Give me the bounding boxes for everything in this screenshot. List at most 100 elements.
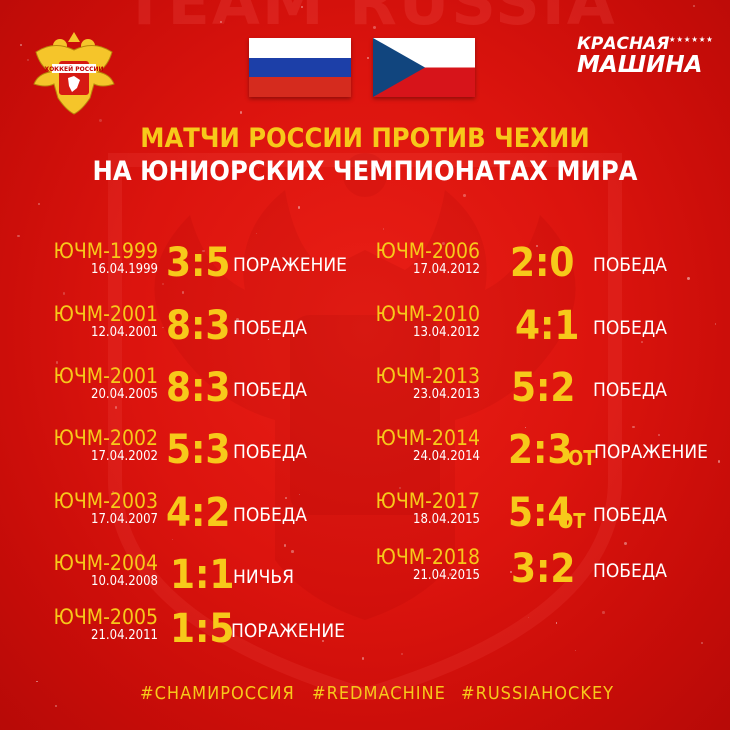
match-result: ПОБЕДА — [593, 560, 667, 582]
hashtag-russiahockey[interactable]: #RUSSIAHOCKEY — [461, 683, 615, 704]
match-date: 21.04.2015 — [413, 568, 480, 583]
snow-particle — [54, 705, 57, 708]
match-name: ЮЧМ-2010 — [375, 302, 480, 326]
snow-particle — [701, 642, 704, 645]
match-row: ЮЧМ-2018 21.04.2015 3:2 ПОБЕДА — [345, 546, 715, 594]
snow-particle — [382, 228, 385, 230]
match-score: 3:2 — [511, 546, 576, 592]
snow-particle — [441, 241, 446, 246]
match-label: ЮЧМ-1999 16.04.1999 — [0, 240, 158, 280]
match-name: ЮЧМ-2002 — [53, 426, 158, 450]
snow-particle — [267, 338, 269, 340]
hashtag-redmachine[interactable]: #REDMACHINE — [312, 683, 446, 704]
snow-particle — [632, 425, 635, 429]
match-overtime-marker: ОТ — [558, 509, 586, 533]
match-name: ЮЧМ-2006 — [375, 239, 480, 263]
match-row: ЮЧМ-2006 17.04.2012 2:0 ПОБЕДА — [345, 240, 715, 288]
hashtag-snamirossiya[interactable]: #СНАМИРОССИЯ — [140, 683, 295, 704]
snow-particle — [111, 490, 115, 494]
match-result: ПОРАЖЕНИЕ — [594, 441, 708, 463]
match-label: ЮЧМ-2017 18.04.2015 — [345, 490, 480, 530]
match-result: ПОБЕДА — [233, 317, 307, 339]
flag-russia-stripe-red — [249, 77, 351, 97]
match-date: 12.04.2001 — [91, 325, 158, 340]
match-result: ПОБЕДА — [233, 379, 307, 401]
match-date: 21.04.2011 — [91, 628, 158, 643]
watermark-team-russia: TEAM RUSSIA — [123, 0, 617, 39]
snow-particle — [114, 406, 118, 409]
snow-particle — [283, 544, 287, 547]
match-row: ЮЧМ-2003 17.04.2007 4:2 ПОБЕДА — [0, 490, 370, 538]
match-date: 18.04.2015 — [413, 512, 480, 527]
match-score: 5:4 — [508, 490, 573, 536]
snow-particle — [273, 391, 276, 394]
match-label: ЮЧМ-2018 21.04.2015 — [345, 546, 480, 586]
match-date: 17.04.2002 — [91, 449, 158, 464]
match-result: ПОБЕДА — [593, 379, 667, 401]
snow-particle — [202, 250, 205, 253]
match-label: ЮЧМ-2014 24.04.2014 — [345, 427, 480, 467]
match-score: 3:5 — [166, 240, 231, 286]
title-line1: МАТЧИ РОССИИ ПРОТИВ ЧЕХИИ — [140, 123, 590, 154]
snow-particle — [509, 570, 512, 574]
match-result: ПОБЕДА — [233, 504, 307, 526]
snow-particle — [463, 194, 467, 198]
match-label: ЮЧМ-2005 21.04.2011 — [0, 606, 158, 646]
snow-particle — [239, 111, 242, 114]
match-row: ЮЧМ-2001 12.04.2001 8:3 ПОБЕДА — [0, 303, 370, 351]
snow-particle — [129, 249, 133, 253]
match-date: 23.04.2013 — [413, 387, 480, 402]
match-name: ЮЧМ-2003 — [53, 489, 158, 513]
snow-particle — [448, 572, 453, 577]
snow-particle — [401, 652, 404, 655]
snow-particle — [62, 292, 66, 295]
brand-stars-icon: ★★★★★★ — [669, 35, 714, 44]
match-row: ЮЧМ-2017 18.04.2015 5:4 ОТ ПОБЕДА — [345, 490, 715, 538]
match-result: НИЧЬЯ — [233, 566, 294, 588]
snow-particle — [181, 291, 184, 294]
match-result: ПОРАЖЕНИЕ — [231, 620, 345, 642]
match-name: ЮЧМ-1999 — [53, 239, 158, 263]
match-row: ЮЧМ-2014 24.04.2014 2:3 ОТ ПОРАЖЕНИЕ — [345, 427, 715, 475]
snow-particle — [528, 617, 530, 619]
match-label: ЮЧМ-2004 10.04.2008 — [0, 552, 158, 592]
snow-particle — [298, 493, 300, 495]
snow-particle — [27, 59, 29, 61]
match-name: ЮЧМ-2018 — [375, 545, 480, 569]
match-score: 8:3 — [166, 365, 231, 411]
flag-russia — [249, 38, 351, 97]
match-date: 13.04.2012 — [413, 325, 480, 340]
hashtags-bar: #СНАМИРОССИЯ #REDMACHINE #RUSSIAHOCKEY — [0, 683, 730, 705]
match-label: ЮЧМ-2001 20.04.2005 — [0, 365, 158, 405]
snow-particle — [321, 639, 325, 642]
match-row: ЮЧМ-2013 23.04.2013 5:2 ПОБЕДА — [345, 365, 715, 413]
match-score: 1:1 — [170, 552, 235, 598]
match-row: ЮЧМ-2004 10.04.2008 1:1 НИЧЬЯ — [0, 552, 370, 600]
match-name: ЮЧМ-2004 — [53, 551, 158, 575]
snow-particle — [19, 43, 22, 46]
match-label: ЮЧМ-2001 12.04.2001 — [0, 303, 158, 343]
flag-czech-republic — [373, 38, 475, 97]
match-score: 4:1 — [515, 303, 580, 349]
snow-particle — [235, 317, 239, 322]
match-date: 17.04.2007 — [91, 512, 158, 527]
match-name: ЮЧМ-2001 — [53, 364, 158, 388]
title-line2: НА ЮНИОРСКИХ ЧЕМПИОНАТАХ МИРА — [92, 156, 638, 187]
snow-particle — [161, 282, 164, 285]
snow-particle — [623, 541, 628, 546]
snow-particle — [17, 234, 20, 237]
match-date: 16.04.1999 — [91, 262, 158, 277]
match-date: 17.04.2012 — [413, 262, 480, 277]
match-row: ЮЧМ-2002 17.04.2002 5:3 ПОБЕДА — [0, 427, 370, 475]
snow-particle — [255, 232, 258, 235]
snow-particle — [99, 119, 103, 123]
match-label: ЮЧМ-2013 23.04.2013 — [345, 365, 480, 405]
match-row: ЮЧМ-2005 21.04.2011 1:5 ПОРАЖЕНИЕ — [0, 606, 370, 654]
snow-particle — [658, 434, 660, 437]
match-score: 5:3 — [166, 427, 231, 473]
match-name: ЮЧМ-2017 — [375, 489, 480, 513]
match-label: ЮЧМ-2010 13.04.2012 — [345, 303, 480, 343]
snow-particle — [220, 21, 222, 23]
snow-particle — [171, 538, 174, 541]
snow-particle — [111, 512, 114, 514]
